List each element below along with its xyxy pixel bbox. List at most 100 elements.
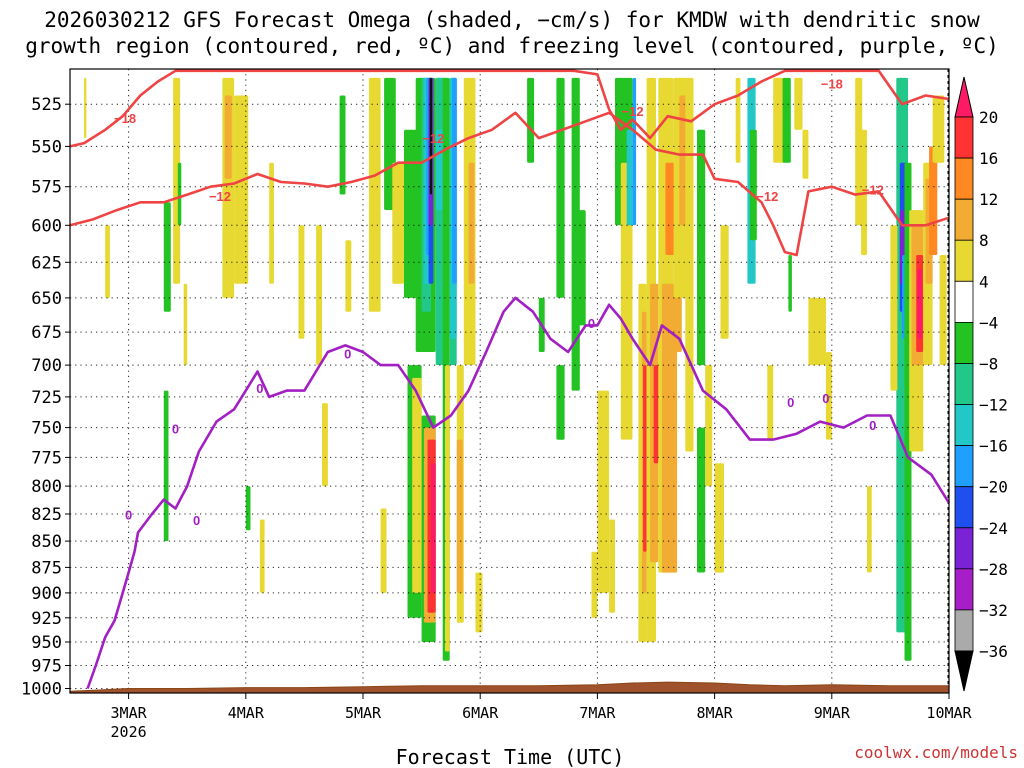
omega-cell	[298, 225, 305, 339]
omega-cell	[609, 519, 615, 613]
terrain-surface	[69, 681, 950, 694]
colorbar-label: −20	[979, 478, 1008, 497]
freezing-level-contour	[86, 296, 951, 689]
omega-cell	[392, 162, 404, 284]
omega-cell	[674, 283, 682, 352]
omega-cell	[435, 129, 443, 211]
omega-cell	[720, 225, 729, 339]
plot-area: −18 −12 −12 −12 −12 −12 −18 0 0 0 0 0 0 0 0 0	[69, 68, 951, 694]
colorbar-label: −8	[979, 355, 998, 374]
omega-cell	[788, 255, 792, 312]
omega-cell	[245, 486, 251, 531]
omega-cell	[808, 297, 826, 366]
omega-cell	[412, 377, 422, 593]
omega-cell	[173, 77, 181, 284]
omega-cell	[322, 403, 328, 487]
omega-cell	[177, 162, 182, 226]
plot-frame	[69, 68, 950, 694]
omega-cell	[890, 225, 898, 391]
omega-cell	[697, 129, 706, 366]
x-tick-label: 5MAR	[345, 704, 382, 722]
freezing-contour-label: 0	[869, 418, 876, 433]
y-tick-label: 600	[31, 216, 62, 236]
omega-cell	[556, 77, 565, 298]
colorbar-label: 16	[979, 149, 998, 168]
omega-cell	[929, 146, 938, 255]
y-tick-label: 625	[31, 253, 62, 273]
colorbar-bottom-arrow	[954, 650, 974, 692]
freezing-contour-label: 0	[588, 316, 595, 331]
omega-cell	[685, 77, 694, 452]
freezing-contour-label: 0	[193, 513, 200, 528]
dgz-contour-label: −12	[622, 104, 644, 119]
omega-cell	[932, 95, 945, 163]
omega-cell	[259, 519, 265, 593]
omega-cell	[802, 129, 809, 179]
omega-cell	[429, 77, 433, 195]
omega-cell	[714, 463, 724, 573]
omega-cell	[445, 365, 450, 652]
y-tick-label: 775	[31, 448, 62, 468]
omega-cell	[653, 365, 659, 464]
omega-cell	[643, 365, 647, 552]
omega-cell	[597, 390, 610, 593]
x-tick-label: 10MAR	[926, 704, 972, 722]
omega-cell	[591, 551, 598, 618]
y-axis: 525 550 575 600 625 650 675 700 725 750 775 800 825 8…	[21, 95, 70, 700]
y-tick-label: 675	[31, 323, 62, 343]
colorbar-label: −32	[979, 601, 1008, 620]
colorbar-segment	[954, 527, 974, 570]
omega-cell	[431, 463, 436, 593]
omega-cell	[339, 95, 346, 195]
colorbar-segment	[954, 116, 974, 159]
colorbar: 20 16 12 8 4 −4 −8 −12 −16 −20 −24 −28 −32 −36	[954, 76, 1008, 692]
omega-cell	[782, 77, 791, 163]
colorbar-segment	[954, 157, 974, 200]
omega-cell	[368, 77, 381, 312]
credit-text: coolwx.com/models	[854, 743, 1018, 762]
omega-cell	[84, 77, 87, 139]
x-tick-label: 8MAR	[697, 704, 734, 722]
omega-cell	[917, 269, 923, 339]
omega-cell	[749, 129, 757, 241]
colorbar-label: −24	[979, 519, 1008, 538]
dgz-contour-label: −18	[821, 77, 843, 92]
omega-cell	[224, 95, 232, 179]
y-tick-label: 800	[31, 477, 62, 497]
colorbar-segment	[954, 486, 974, 529]
omega-cell	[867, 486, 872, 573]
omega-shading-layer	[84, 77, 947, 661]
dgz-contour-label: −12	[862, 183, 884, 198]
plot-background	[70, 69, 949, 693]
omega-cell	[705, 365, 713, 487]
colorbar-label: −4	[979, 313, 998, 332]
colorbar-label: −28	[979, 560, 1008, 579]
y-tick-label: 650	[31, 289, 62, 309]
freezing-contour-label: 0	[172, 422, 179, 437]
omega-cell	[269, 162, 274, 284]
chart-title-line-2: growth region (contoured, red, ºC) and f…	[25, 34, 999, 58]
y-tick-label: 950	[31, 633, 62, 653]
omega-cell	[527, 77, 535, 163]
colorbar-segment	[954, 609, 974, 652]
dgz-contour-label: −12	[209, 189, 231, 204]
colorbar-segment	[954, 321, 974, 364]
x-tick-label: 7MAR	[579, 704, 616, 722]
colorbar-segment	[954, 198, 974, 241]
y-tick-label: 975	[31, 657, 62, 677]
omega-cell	[456, 439, 463, 593]
y-tick-label: 750	[31, 419, 62, 439]
y-tick-label: 825	[31, 505, 62, 525]
colorbar-label: −36	[979, 642, 1008, 661]
omega-cell	[316, 225, 322, 366]
colorbar-segment	[954, 280, 974, 323]
y-tick-label: 925	[31, 609, 62, 629]
omega-cell	[855, 77, 863, 226]
dgz-upper-contour	[69, 69, 950, 148]
terrain-layer	[69, 681, 950, 694]
colorbar-label: −12	[979, 396, 1008, 415]
x-tick-label: 3MAR	[111, 704, 148, 722]
x-axis-title: Forecast Time (UTC)	[396, 745, 625, 768]
y-tick-label: 700	[31, 356, 62, 376]
